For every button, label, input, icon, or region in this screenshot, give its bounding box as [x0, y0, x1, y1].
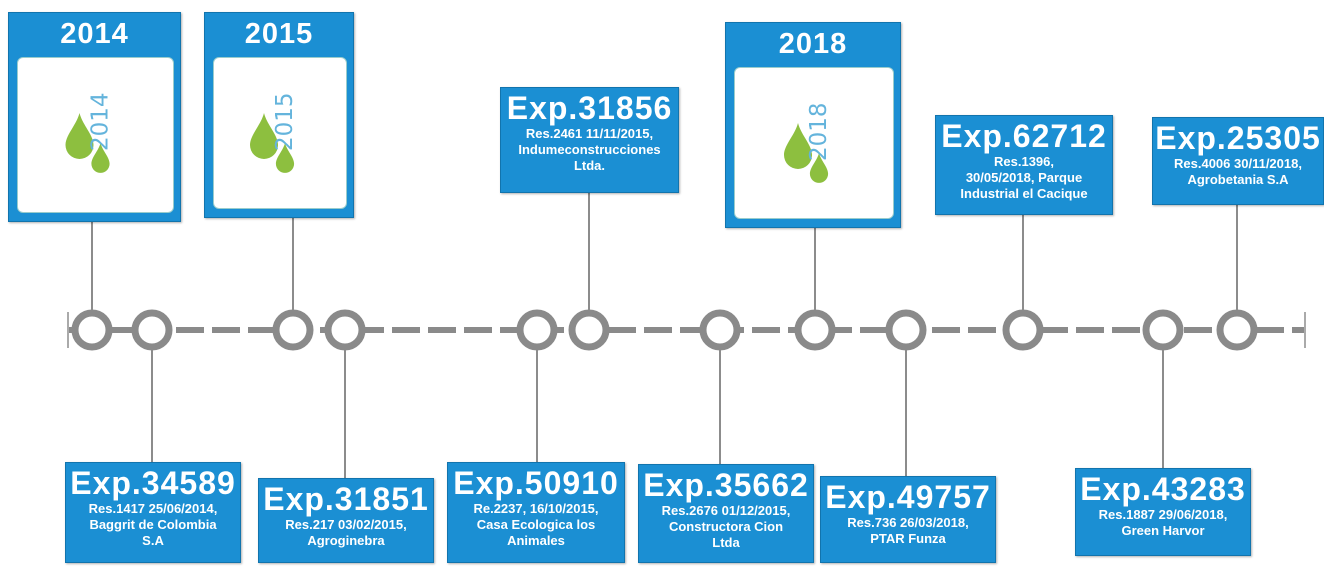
timeline-node	[568, 309, 610, 351]
event-title: Exp.31851	[263, 481, 429, 517]
year-title: 2015	[244, 18, 314, 50]
year-box: 2018 2018	[725, 22, 901, 228]
event-title: Exp.35662	[643, 467, 809, 503]
event-detail: 30/05/2018, Parque	[965, 170, 1083, 185]
year-box: 2015 2015	[204, 12, 354, 218]
event-detail: Res.4006 30/11/2018,	[1174, 156, 1302, 171]
year-title: 2018	[778, 28, 848, 60]
event-box: Exp.25305 Res.4006 30/11/2018, Agrobetania…	[1152, 117, 1324, 205]
drop	[275, 143, 295, 173]
year-panel: 2015	[213, 57, 347, 209]
event-box: Exp.31856 Res.2461 11/11/2015, Indumeconst…	[500, 87, 679, 193]
timeline-node	[131, 309, 173, 351]
timeline-node	[71, 309, 113, 351]
timeline-node	[324, 309, 366, 351]
event-box: Exp.43283 Res.1887 29/06/2018, Green Harvo…	[1075, 468, 1251, 556]
icon-year: 2018	[806, 102, 832, 161]
timeline-node	[1002, 309, 1044, 351]
event-title: Exp.31856	[506, 90, 673, 126]
year-icon: 2014	[65, 92, 114, 173]
drop	[65, 113, 94, 159]
event-detail: Industrial el Cacique	[960, 186, 1088, 201]
event-detail: Animales	[507, 533, 565, 548]
event-detail: Re.2237, 16/10/2015,	[473, 501, 599, 516]
year-title: 2014	[60, 18, 129, 50]
event-detail: Res.2676 01/12/2015,	[661, 503, 791, 518]
timeline-node	[1216, 309, 1258, 351]
icon-year: 2015	[272, 92, 298, 151]
event-detail: Baggrit de Colombia	[89, 517, 217, 532]
event-title: Exp.62712	[941, 118, 1107, 154]
year-box: 2014 2014	[8, 12, 181, 222]
event-detail: S.A	[142, 533, 164, 548]
timeline-node	[794, 309, 836, 351]
event-detail: Agrobetania S.A	[1187, 172, 1289, 187]
event-detail: PTAR Funza	[870, 531, 946, 546]
event-detail: Green Harvor	[1121, 523, 1205, 538]
event-box: Exp.50910 Re.2237, 16/10/2015, Casa Ecolog…	[447, 462, 625, 563]
event-title: Exp.43283	[1080, 471, 1246, 507]
event-box: Exp.34589 Res.1417 25/06/2014, Baggrit de …	[65, 462, 241, 563]
event-detail: Res.1417 25/06/2014,	[88, 501, 218, 516]
event-detail: Casa Ecologica los	[476, 517, 596, 532]
year-panel: 2018	[734, 67, 894, 219]
event-detail: Ltda.	[573, 158, 606, 173]
event-detail: Constructora Cion	[668, 519, 784, 534]
event-detail: Agroginebra	[307, 533, 385, 548]
drop	[809, 153, 829, 183]
year-panel: 2014	[17, 57, 174, 213]
year-icon: 2018	[784, 102, 832, 183]
timeline-node	[516, 309, 558, 351]
event-box: Exp.62712 Res.1396, 30/05/2018, Parque Indu…	[935, 115, 1113, 215]
event-box: Exp.31851 Res.217 03/02/2015, Agroginebra	[258, 478, 434, 563]
event-box: Exp.35662 Res.2676 01/12/2015, Constructor…	[638, 464, 814, 563]
event-title: Exp.49757	[825, 479, 991, 515]
timeline-node	[1142, 309, 1184, 351]
drop	[784, 123, 812, 169]
timeline-node	[272, 309, 314, 351]
event-detail: Indumeconstrucciones	[518, 142, 661, 157]
drop	[91, 143, 110, 173]
event-detail: Ltda	[712, 535, 740, 550]
event-title: Exp.34589	[70, 465, 236, 501]
event-title: Exp.25305	[1155, 120, 1321, 156]
icon-year: 2014	[88, 92, 114, 151]
timeline-node	[885, 309, 927, 351]
event-title: Exp.50910	[453, 465, 619, 501]
event-box: Exp.49757 Res.736 26/03/2018, PTAR Funza	[820, 476, 996, 563]
event-detail: Res.1396,	[994, 154, 1054, 169]
event-detail: Res.217 03/02/2015,	[285, 517, 407, 532]
event-detail: Res.2461 11/11/2015,	[525, 126, 654, 141]
timeline-node	[699, 309, 741, 351]
event-detail: Res.1887 29/06/2018,	[1098, 507, 1228, 522]
year-icon: 2015	[250, 92, 298, 173]
drop	[250, 113, 278, 159]
event-detail: Res.736 26/03/2018,	[847, 515, 969, 530]
